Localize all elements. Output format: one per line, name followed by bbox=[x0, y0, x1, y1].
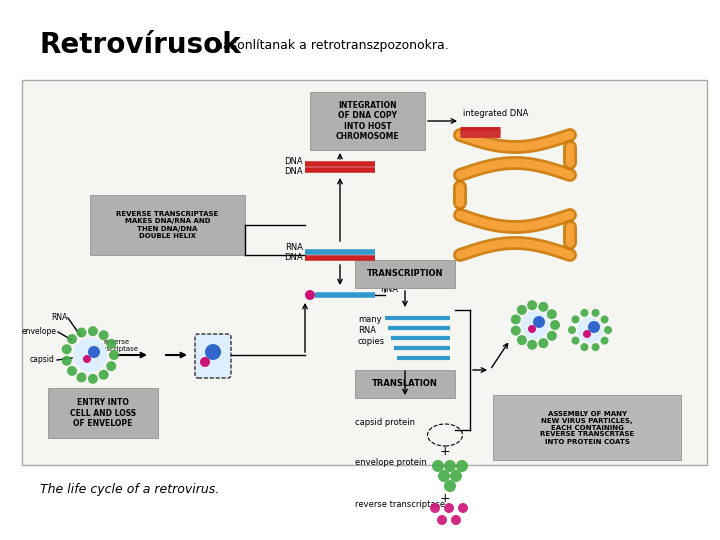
Circle shape bbox=[533, 316, 545, 328]
Circle shape bbox=[76, 328, 86, 338]
Circle shape bbox=[527, 300, 537, 310]
FancyBboxPatch shape bbox=[195, 334, 231, 378]
Circle shape bbox=[546, 309, 557, 319]
Circle shape bbox=[99, 370, 109, 380]
Circle shape bbox=[438, 470, 450, 482]
Circle shape bbox=[444, 503, 454, 513]
Circle shape bbox=[568, 326, 576, 334]
Circle shape bbox=[109, 350, 119, 360]
Text: copies: copies bbox=[358, 337, 385, 346]
Text: INTEGRATION
OF DNA COPY
INTO HOST
CHROMOSOME: INTEGRATION OF DNA COPY INTO HOST CHROMO… bbox=[336, 101, 400, 141]
Circle shape bbox=[521, 311, 549, 339]
Circle shape bbox=[62, 345, 72, 354]
Circle shape bbox=[539, 338, 549, 348]
Circle shape bbox=[458, 503, 468, 513]
Circle shape bbox=[600, 315, 608, 323]
Text: ASSEMBLY OF MANY
NEW VIRUS PARTICLES,
EACH CONTAINING
REVERSE TRANSCRTASE
INTO P: ASSEMBLY OF MANY NEW VIRUS PARTICLES, EA… bbox=[540, 410, 634, 444]
Circle shape bbox=[580, 309, 588, 317]
Text: envelope: envelope bbox=[22, 327, 57, 336]
Circle shape bbox=[592, 309, 600, 317]
Text: capsid: capsid bbox=[29, 355, 54, 364]
Circle shape bbox=[107, 361, 116, 371]
Circle shape bbox=[305, 290, 315, 300]
Text: DNA: DNA bbox=[284, 158, 303, 166]
Text: ENTRY INTO
CELL AND LOSS
OF ENVELOPE: ENTRY INTO CELL AND LOSS OF ENVELOPE bbox=[70, 398, 136, 428]
Text: envelope protein: envelope protein bbox=[355, 458, 427, 467]
Circle shape bbox=[62, 356, 72, 366]
Text: reverse
transcriptase: reverse transcriptase bbox=[93, 339, 139, 352]
Text: +: + bbox=[440, 492, 450, 505]
Circle shape bbox=[67, 334, 77, 344]
Text: many: many bbox=[358, 315, 382, 324]
Circle shape bbox=[444, 480, 456, 492]
Text: RNA: RNA bbox=[380, 286, 398, 294]
Text: capsid protein: capsid protein bbox=[355, 418, 415, 427]
Circle shape bbox=[430, 503, 440, 513]
Text: RNA: RNA bbox=[285, 242, 303, 252]
Text: The life cycle of a retrovirus.: The life cycle of a retrovirus. bbox=[40, 483, 220, 496]
Circle shape bbox=[583, 330, 591, 338]
Circle shape bbox=[580, 343, 588, 351]
Text: +: + bbox=[440, 445, 450, 458]
Circle shape bbox=[107, 339, 116, 349]
Circle shape bbox=[437, 515, 447, 525]
Bar bbox=[48, 388, 158, 438]
Text: hasonlítanak a retrotranszpozonokra.: hasonlítanak a retrotranszpozonokra. bbox=[215, 38, 449, 51]
Text: RNA: RNA bbox=[358, 326, 376, 335]
Bar bbox=[310, 92, 425, 150]
Circle shape bbox=[73, 338, 107, 372]
Bar bbox=[90, 195, 245, 255]
Circle shape bbox=[600, 336, 608, 345]
Circle shape bbox=[588, 321, 600, 333]
Text: TRANSLATION: TRANSLATION bbox=[372, 380, 438, 388]
Circle shape bbox=[88, 346, 100, 358]
Text: RNA: RNA bbox=[52, 314, 68, 322]
Circle shape bbox=[539, 302, 549, 312]
Text: DNA: DNA bbox=[284, 253, 303, 262]
Circle shape bbox=[510, 314, 521, 325]
Circle shape bbox=[99, 330, 109, 340]
Bar bbox=[493, 395, 681, 460]
Circle shape bbox=[200, 357, 210, 367]
Circle shape bbox=[517, 305, 527, 315]
Circle shape bbox=[456, 460, 468, 472]
Circle shape bbox=[88, 326, 98, 336]
Text: integrated DNA: integrated DNA bbox=[463, 109, 528, 118]
Circle shape bbox=[444, 460, 456, 472]
Circle shape bbox=[205, 344, 221, 360]
Circle shape bbox=[527, 340, 537, 350]
Circle shape bbox=[517, 335, 527, 345]
Circle shape bbox=[432, 460, 444, 472]
Circle shape bbox=[572, 336, 580, 345]
Circle shape bbox=[604, 326, 612, 334]
Bar bbox=[355, 370, 455, 398]
Circle shape bbox=[546, 331, 557, 341]
Text: TRANSCRIPTION: TRANSCRIPTION bbox=[366, 269, 444, 279]
Circle shape bbox=[510, 326, 521, 336]
Circle shape bbox=[592, 343, 600, 351]
Circle shape bbox=[67, 366, 77, 376]
Circle shape bbox=[550, 320, 560, 330]
Circle shape bbox=[88, 374, 98, 384]
Circle shape bbox=[451, 515, 461, 525]
Text: Retrovírusok: Retrovírusok bbox=[40, 31, 242, 59]
Circle shape bbox=[577, 317, 603, 343]
Circle shape bbox=[572, 315, 580, 323]
Text: DNA: DNA bbox=[284, 167, 303, 177]
Circle shape bbox=[76, 373, 86, 382]
Bar bbox=[355, 260, 455, 288]
Bar bbox=[22, 80, 707, 465]
Text: reverse transcriptase: reverse transcriptase bbox=[355, 500, 445, 509]
Circle shape bbox=[83, 355, 91, 363]
Circle shape bbox=[450, 470, 462, 482]
Circle shape bbox=[528, 325, 536, 333]
Text: REVERSE TRANSCRIPTASE
MAKES DNA/RNA AND
THEN DNA/DNA
DOUBLE HELIX: REVERSE TRANSCRIPTASE MAKES DNA/RNA AND … bbox=[117, 212, 219, 239]
